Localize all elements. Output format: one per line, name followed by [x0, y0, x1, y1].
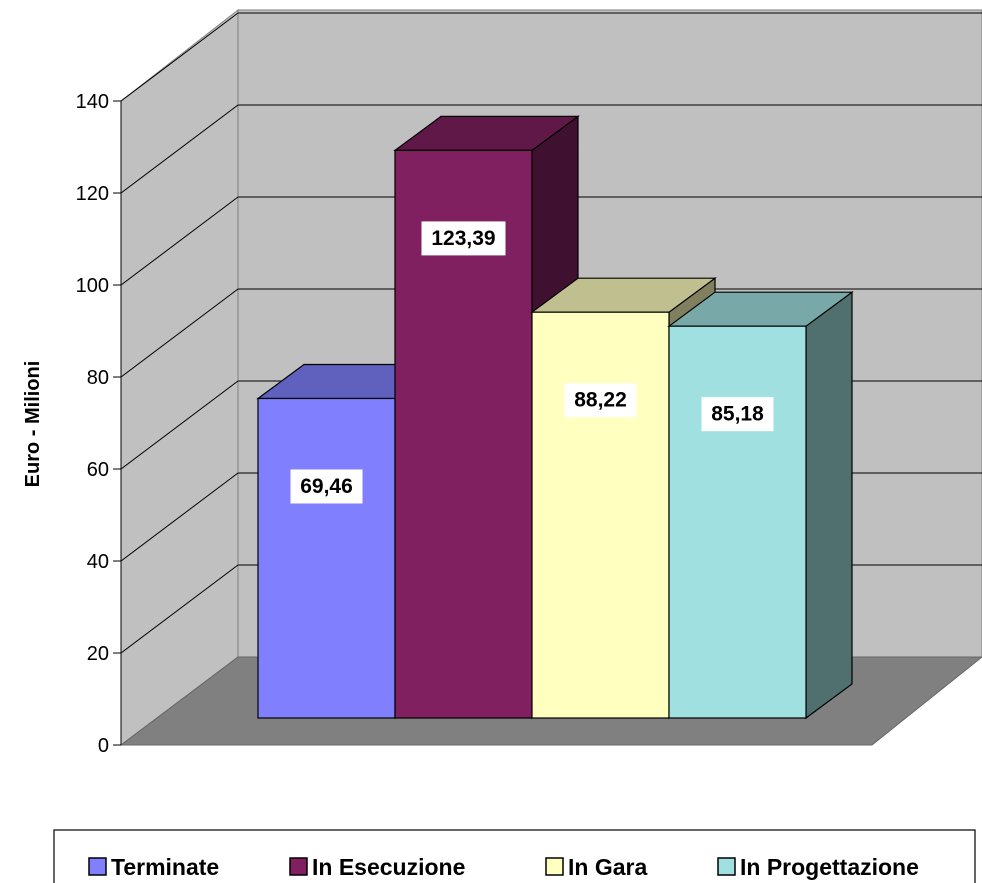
- legend-label: In Progettazione: [740, 854, 919, 880]
- data-label-text: 88,22: [574, 389, 627, 412]
- data-label-box: [701, 397, 774, 432]
- bar-front-face: [257, 397, 396, 719]
- legend-item-in-esecuzione: In Esecuzione: [289, 854, 465, 880]
- legend-item-terminate: Terminate: [88, 854, 219, 880]
- gridline-side: [120, 472, 239, 562]
- gridline-side: [120, 380, 239, 470]
- bar-side-face: [805, 290, 853, 720]
- data-label-text: 85,18: [711, 403, 764, 426]
- bars: [256, 115, 854, 720]
- y-tick-label: 80: [87, 367, 109, 389]
- y-tick-label: 20: [87, 643, 109, 665]
- legend-box: [53, 829, 976, 883]
- y-tick-label: 0: [98, 735, 109, 757]
- data-label-box: [564, 383, 637, 418]
- legend-swatch: [717, 857, 736, 876]
- y-axis: 0 20 40 60 80 100 120 140: [76, 91, 122, 757]
- side-wall: [120, 8, 239, 747]
- y-tick-label: 100: [76, 275, 109, 297]
- gridline-side: [120, 196, 239, 286]
- legend: Terminate In Esecuzione In Gara In Progetta…: [53, 829, 976, 883]
- data-label-in-progettazione: 85,18: [701, 397, 774, 432]
- bar-front-face: [668, 325, 807, 719]
- legend-item-in-progettazione: In Progettazione: [717, 854, 919, 880]
- gridline-side: [120, 564, 239, 654]
- legend-label: Terminate: [111, 854, 219, 880]
- legend-item-in-gara: In Gara: [545, 854, 647, 880]
- gridline-side: [120, 288, 239, 378]
- legend-swatch: [545, 857, 564, 876]
- legend-swatch: [88, 857, 107, 876]
- gridline-side: [120, 12, 239, 102]
- data-label-in-esecuzione: 123,39: [421, 221, 506, 256]
- y-tick-label: 140: [76, 91, 109, 113]
- data-label-in-gara: 88,22: [564, 383, 637, 418]
- data-label-box: [421, 221, 506, 256]
- legend-label: In Gara: [568, 854, 647, 880]
- data-label-text: 123,39: [431, 227, 495, 250]
- y-tick-label: 40: [87, 551, 109, 573]
- gridline-side: [120, 104, 239, 194]
- data-label-box: [290, 469, 363, 504]
- data-labels: 69,46 123,39 88,22 85,18: [290, 221, 774, 504]
- data-label-text: 69,46: [300, 475, 353, 498]
- legend-swatch: [289, 857, 308, 876]
- legend-label: In Esecuzione: [312, 854, 465, 880]
- y-tick-label: 120: [76, 183, 109, 205]
- y-axis-title: Euro - Milioni: [22, 361, 44, 488]
- bar-front-face: [531, 311, 670, 719]
- y-tick-label: 60: [87, 459, 109, 481]
- bar-in-progettazione: [667, 290, 854, 720]
- data-label-terminate: 69,46: [290, 469, 363, 504]
